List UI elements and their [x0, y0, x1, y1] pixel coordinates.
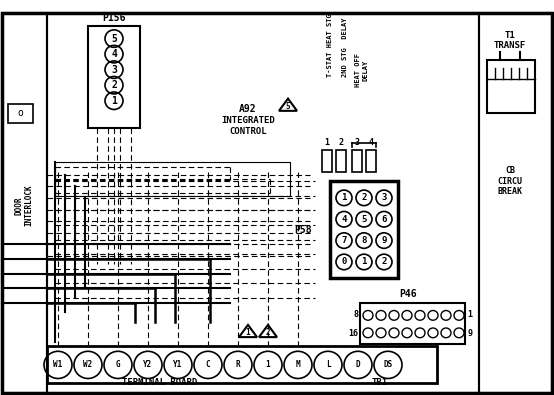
- Text: L: L: [326, 360, 330, 369]
- Text: 7: 7: [341, 236, 347, 245]
- Text: R: R: [235, 360, 240, 369]
- Text: CB
CIRCU
BREAK: CB CIRCU BREAK: [497, 166, 522, 196]
- Text: 1: 1: [467, 310, 472, 319]
- Text: 9: 9: [381, 236, 387, 245]
- Text: 3: 3: [355, 138, 360, 147]
- Bar: [479, 13, 552, 393]
- Text: 1: 1: [111, 96, 117, 106]
- Text: DS: DS: [383, 360, 393, 369]
- Text: Y1: Y1: [173, 360, 183, 369]
- Text: 8: 8: [353, 310, 358, 319]
- Text: 2: 2: [338, 138, 343, 147]
- Bar: [2, 13, 47, 393]
- Bar: [8, 103, 33, 123]
- Text: 4: 4: [368, 138, 373, 147]
- Text: 4: 4: [341, 215, 347, 224]
- Text: 9: 9: [467, 329, 472, 338]
- Text: 2: 2: [381, 258, 387, 267]
- Text: 5: 5: [111, 34, 117, 43]
- Text: 1: 1: [341, 194, 347, 202]
- Bar: [336, 150, 346, 172]
- Text: 4: 4: [111, 49, 117, 59]
- Text: 1: 1: [245, 328, 250, 337]
- Text: W1: W1: [53, 360, 63, 369]
- Bar: [322, 150, 332, 172]
- Text: 2: 2: [266, 328, 270, 337]
- Text: 1: 1: [325, 138, 330, 147]
- Text: 3: 3: [381, 194, 387, 202]
- Text: 8: 8: [361, 236, 367, 245]
- Text: 1: 1: [361, 258, 367, 267]
- Text: A92: A92: [239, 103, 257, 113]
- Text: P156: P156: [102, 13, 126, 23]
- Text: 5: 5: [361, 215, 367, 224]
- Bar: [47, 13, 479, 393]
- Text: INTEGRATED
CONTROL: INTEGRATED CONTROL: [221, 116, 275, 136]
- Text: D: D: [356, 360, 360, 369]
- Text: 5: 5: [286, 102, 290, 111]
- Bar: [487, 60, 535, 113]
- Bar: [352, 150, 362, 172]
- Bar: [88, 26, 140, 128]
- Text: 16: 16: [348, 329, 358, 338]
- Text: TERMINAL BOARD: TERMINAL BOARD: [122, 378, 198, 387]
- Text: T-STAT HEAT STG: T-STAT HEAT STG: [327, 14, 333, 77]
- Text: 3: 3: [111, 65, 117, 75]
- Text: T1
TRANSF: T1 TRANSF: [494, 31, 526, 50]
- Text: o: o: [17, 108, 23, 118]
- Text: P46: P46: [399, 289, 417, 299]
- Bar: [55, 162, 290, 196]
- Text: 0: 0: [341, 258, 347, 267]
- Bar: [47, 346, 437, 383]
- Text: P58: P58: [294, 225, 312, 235]
- Text: 2: 2: [111, 80, 117, 90]
- Text: Y2: Y2: [143, 360, 152, 369]
- Text: M: M: [296, 360, 300, 369]
- Text: 1: 1: [266, 360, 270, 369]
- Text: HEAT OFF
DELAY: HEAT OFF DELAY: [356, 53, 368, 87]
- Text: 2: 2: [361, 194, 367, 202]
- Text: W2: W2: [83, 360, 93, 369]
- Text: TB1: TB1: [372, 378, 388, 387]
- Bar: [360, 303, 465, 344]
- Text: G: G: [116, 360, 120, 369]
- Text: 2ND STG  DELAY: 2ND STG DELAY: [342, 18, 348, 77]
- Text: DOOR
INTERLOCK: DOOR INTERLOCK: [14, 185, 34, 226]
- Text: 6: 6: [381, 215, 387, 224]
- Bar: [366, 150, 376, 172]
- Bar: [330, 181, 398, 278]
- Text: C: C: [206, 360, 211, 369]
